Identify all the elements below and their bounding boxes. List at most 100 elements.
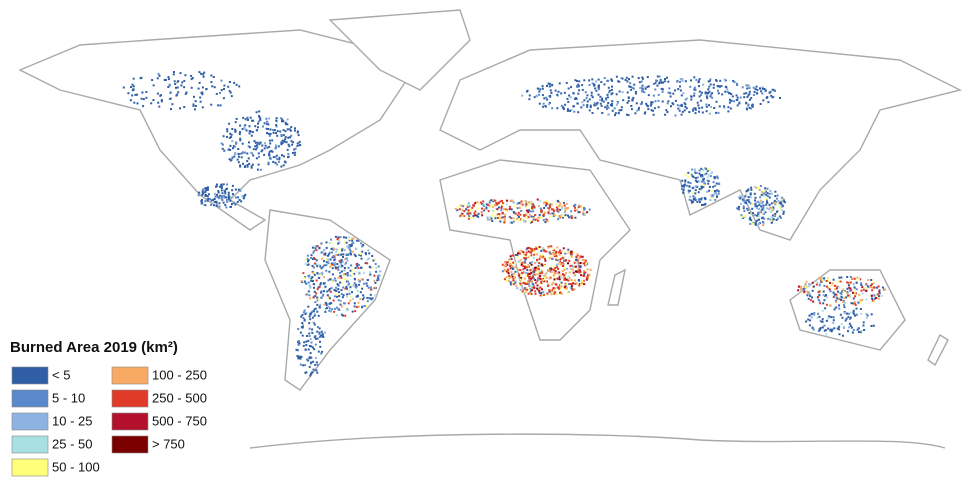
fire-pixel: [881, 286, 884, 289]
fire-pixel: [747, 85, 750, 88]
fire-pixel: [835, 306, 838, 309]
fire-pixel: [728, 92, 731, 95]
fire-pixel: [589, 106, 592, 109]
fire-pixel: [345, 295, 348, 298]
fire-pixel: [745, 84, 748, 87]
fire-pixel: [375, 266, 378, 269]
fire-pixel: [588, 208, 591, 211]
fire-pixel: [374, 263, 377, 265]
fire-pixel: [231, 189, 234, 192]
fire-pixel: [498, 218, 501, 221]
fire-pixel: [300, 279, 303, 282]
fire-pixel: [277, 160, 280, 163]
fire-pixel: [833, 295, 836, 298]
fire-pixel: [684, 179, 687, 182]
fire-pixel: [691, 109, 694, 112]
fire-pixel: [140, 97, 143, 100]
fire-pixel: [771, 219, 774, 222]
fire-pixel: [495, 203, 498, 206]
fire-pixel: [283, 160, 286, 163]
fire-pixel: [746, 207, 749, 210]
fire-pixel: [782, 200, 785, 203]
fire-pixel: [843, 306, 846, 309]
fire-pixel: [157, 101, 160, 104]
fire-pixel: [252, 148, 255, 151]
fire-pixel: [296, 355, 299, 357]
fire-pixel: [758, 208, 761, 211]
fire-pixel: [862, 321, 865, 324]
fire-pixel: [457, 205, 460, 208]
fire-pixel: [617, 112, 620, 115]
fire-pixel: [318, 327, 321, 330]
fire-pixel: [254, 141, 257, 144]
fire-pixel: [343, 269, 346, 272]
fire-pixel: [816, 316, 819, 319]
fire-pixel: [176, 86, 179, 89]
fire-pixel: [653, 107, 656, 110]
fire-pixel: [520, 262, 523, 265]
fire-pixel: [836, 297, 839, 300]
fire-pixel: [229, 199, 232, 202]
fire-pixel: [518, 252, 521, 255]
fire-pixel: [287, 143, 290, 146]
fire-pixel: [709, 175, 712, 178]
fire-pixel: [377, 274, 380, 277]
fire-pixel: [627, 99, 630, 102]
fire-pixel: [732, 80, 735, 82]
fire-pixel: [533, 253, 536, 256]
fire-pixel: [347, 236, 350, 239]
fire-pixel: [534, 273, 537, 276]
fire-pixel: [770, 220, 773, 223]
fire-pixel: [346, 293, 349, 296]
fire-pixel: [354, 267, 357, 269]
fire-pixel: [856, 328, 859, 331]
fire-pixel: [866, 314, 869, 317]
legend-swatch: [11, 389, 49, 408]
fire-pixel: [537, 265, 540, 268]
north-america: [18, 29, 422, 231]
fire-pixel: [530, 271, 533, 274]
fire-pixel: [316, 371, 319, 374]
fire-pixel: [706, 190, 709, 193]
fire-pixel: [282, 164, 285, 167]
fire-pixel: [350, 264, 353, 267]
fire-pixel: [661, 90, 664, 93]
fire-pixel: [654, 82, 657, 85]
fire-pixel: [309, 297, 312, 300]
fire-pixel: [576, 102, 579, 105]
fire-pixel: [316, 245, 319, 248]
fire-pixel: [832, 291, 835, 294]
fire-pixel: [538, 213, 541, 216]
fire-pixel: [607, 102, 610, 104]
fire-pixel: [505, 208, 508, 211]
fire-pixel: [713, 192, 716, 195]
fire-pixel: [708, 189, 711, 192]
fire-pixel: [687, 171, 690, 174]
fire-pixel: [572, 271, 575, 274]
fire-pixel: [310, 312, 313, 315]
fire-pixel: [617, 80, 620, 83]
fire-pixel: [217, 191, 220, 194]
fire-pixel: [375, 270, 378, 273]
fire-pixel: [312, 368, 315, 371]
fire-pixel: [520, 200, 523, 203]
fire-pixel: [582, 262, 585, 265]
fire-pixel: [232, 202, 235, 204]
fire-pixel: [513, 219, 516, 222]
fire-pixel: [717, 192, 720, 195]
fire-pixel: [224, 196, 227, 199]
fire-pixel: [672, 92, 675, 95]
fire-pixel: [355, 263, 358, 266]
fire-pixel: [852, 309, 855, 312]
fire-pixel: [845, 317, 848, 320]
fire-pixel: [559, 290, 562, 293]
fire-pixel: [315, 361, 318, 364]
fire-pixel: [539, 255, 542, 257]
fire-pixel: [726, 90, 729, 93]
fire-pixel: [307, 263, 310, 266]
fire-pixel: [547, 246, 550, 249]
fire-pixel: [710, 93, 713, 96]
fire-pixel: [512, 220, 515, 223]
fire-pixel: [315, 369, 318, 372]
fire-pixel: [491, 204, 494, 207]
